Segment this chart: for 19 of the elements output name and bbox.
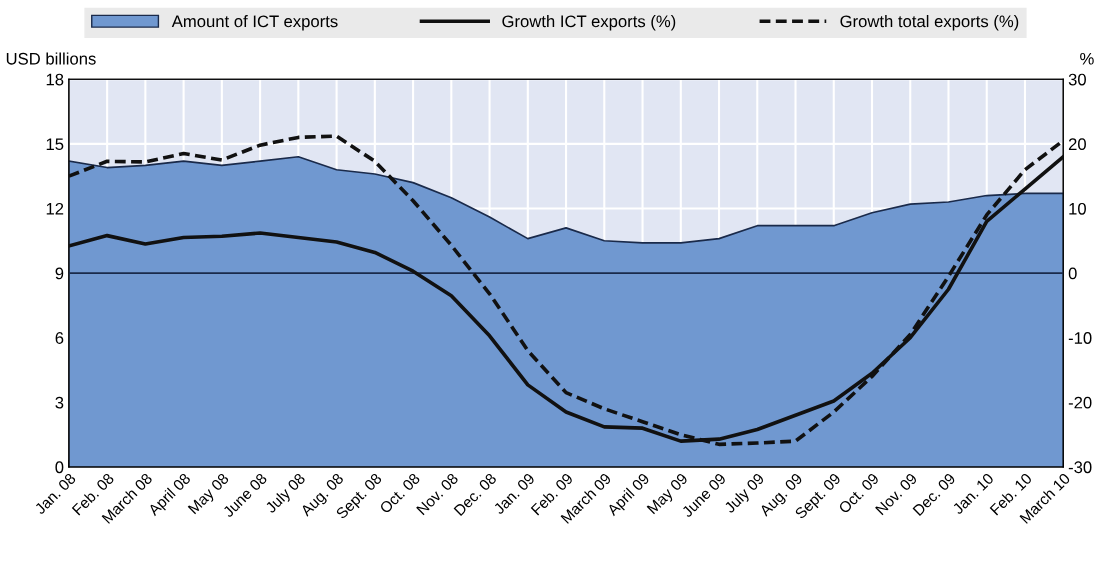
legend-label: Amount of ICT exports	[171, 15, 338, 31]
legend-label: Growth ICT exports (%)	[502, 15, 676, 31]
y2-tick-label: 10	[1069, 202, 1086, 215]
y-axis-title: USD billions	[6, 52, 96, 65]
y-tick-label: 12	[46, 202, 64, 215]
y2-tick-label: 30	[1068, 73, 1086, 86]
y-tick-label: 6	[55, 332, 64, 344]
y2-tick-label: -10	[1068, 332, 1092, 344]
y2-tick-label: 0	[1068, 267, 1077, 280]
y2-tick-label: -30	[1068, 461, 1092, 474]
y-tick-label: 15	[46, 138, 64, 151]
y-tick-label: 18	[46, 73, 64, 86]
y-tick-label: 9	[55, 267, 64, 280]
y-tick-label: 0	[55, 461, 64, 474]
y2-axis-title: %	[1080, 52, 1094, 65]
y2-tick-label: -20	[1068, 396, 1092, 409]
y2-tick-label: 20	[1068, 138, 1086, 151]
y-tick-label: 3	[55, 396, 64, 409]
legend-label: Growth total exports (%)	[840, 15, 1019, 31]
